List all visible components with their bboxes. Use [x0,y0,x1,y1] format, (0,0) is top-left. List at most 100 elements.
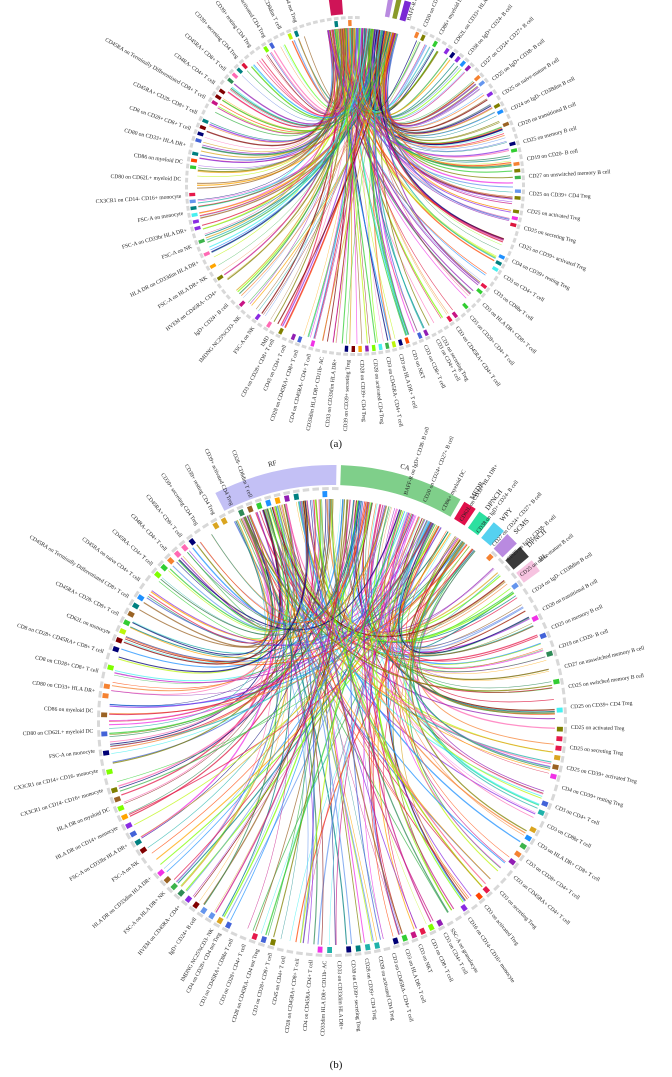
chord-line [266,508,324,945]
ring-segment [486,91,494,98]
chord-line [332,498,550,681]
ring-track-segment [248,938,256,944]
ring-track-segment [545,630,552,639]
ring-track-segment [441,40,448,46]
ring-track-segment [98,749,103,757]
ring-track-segment [123,607,130,615]
chord-line [412,542,538,809]
ring-segment [476,287,483,295]
ring-segment [449,51,456,59]
ring-track-segment [218,512,226,519]
ring-track-segment [552,649,558,657]
chord-line [123,509,282,665]
ring-track-segment [553,784,559,792]
chord-line [273,499,346,938]
ring-track-segment [383,946,391,952]
panel-a-caption: (a) [330,438,343,450]
chord-line [229,28,367,127]
ring-track-segment [251,318,257,324]
chord-line [279,505,534,657]
ring-segment [531,614,539,622]
ring-segment [220,517,228,525]
ring-segment [524,834,533,842]
chord-line [132,499,341,653]
ring-track-segment [292,489,300,494]
ring-segment [392,937,399,945]
ring-track-segment [335,953,342,957]
chord-line [378,30,505,240]
node-label: CD25 on CD39+ CD4 Treg [570,701,632,711]
node-label: CD3 on NKT [410,349,426,380]
node-label: FSC-A on NK [233,326,257,356]
chord-line [298,28,346,111]
ring-segment [173,550,182,558]
ring-track-segment [332,487,339,491]
ring-track-segment [305,952,313,957]
ring-segment [537,809,545,816]
ring-track-segment [180,899,188,907]
ring-track-segment [212,277,218,284]
chord-line [345,31,387,344]
ring-segment [184,895,193,904]
ring-track-segment [471,302,477,309]
ring-segment [460,904,468,912]
node-label: CD3 on CD4+ T cell [554,805,600,827]
ring-track-segment [347,16,353,20]
ring-segment [436,919,444,927]
chord-line [109,502,373,735]
ring-track-segment [438,925,446,932]
ring-track-segment [267,945,275,950]
ring-track-segment [464,57,470,63]
chord-line [273,506,546,673]
ring-track-segment [454,915,463,922]
chord-line [218,28,347,134]
ring-track-segment [103,661,108,670]
ring-track-segment [524,846,531,854]
chord-line [117,546,470,782]
ring-track-segment [243,54,250,60]
ring-segment [107,664,115,671]
ring-track-segment [262,326,269,332]
ring-track-segment [227,508,235,515]
ring-track-segment [305,21,312,27]
chord-line [147,500,359,848]
ring-segment [290,333,297,341]
ring-track-segment [325,953,332,957]
ring-track-segment [140,857,148,865]
ring-track-segment [555,658,561,666]
ring-segment [454,55,461,63]
chord-line [261,28,344,117]
chord-line [327,30,509,157]
chord-line [383,32,475,125]
panel-b-caption: (b) [330,1059,343,1071]
ring-segment [513,161,520,166]
group-arc [399,0,412,22]
ring-segment [509,141,516,147]
ring-track-segment [522,587,529,595]
ring-track-segment [563,736,567,744]
group-label: BL [537,552,549,564]
chord-line [132,515,274,656]
group-arc [493,534,517,558]
ring-segment [103,683,111,690]
ring-segment [545,650,554,657]
ring-track-segment [108,643,114,651]
ring-track-segment [193,528,201,535]
chord-line [391,516,525,836]
group-arc [384,0,393,18]
node-label: CD39+ activated CD4 Treg [230,0,267,39]
ring-track-segment [500,263,506,269]
group-arc [215,465,337,511]
chord-line [365,502,552,689]
ring-track-segment [405,343,411,349]
ring-track-segment [497,557,505,565]
ring-track-segment [512,237,517,244]
ring-track-segment [516,579,524,587]
ring-segment [110,787,119,794]
group-label: CA [399,462,411,472]
ring-segment [351,345,355,352]
chord-line [352,27,510,222]
node-label: CD4 on CD39+ resting Treg [561,785,624,808]
